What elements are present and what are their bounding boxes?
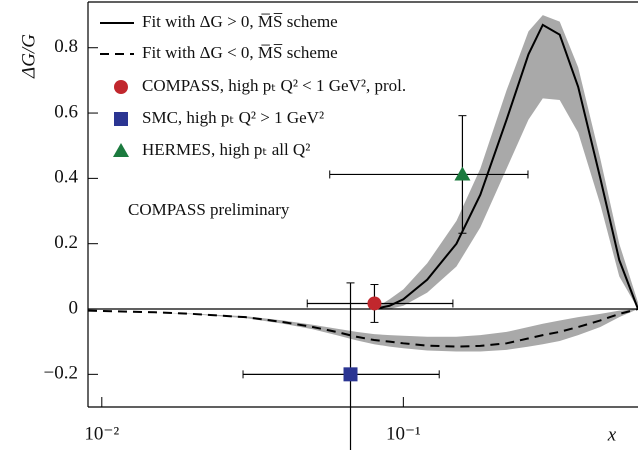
x-tick-label: 10⁻² [84,423,119,444]
y-axis-label: ΔG/G [18,34,39,79]
fit-line [373,23,638,310]
legend-label: SMC, high pₜ Q² > 1 GeV² [142,108,324,127]
legend-label: HERMES, high pₜ all Q² [142,140,310,159]
y-tick-label: 0.6 [54,101,78,122]
fit-line [87,308,638,348]
legend-label: Fit with ΔG < 0, M̅S̅ scheme [142,43,338,62]
legend-label: COMPASS, high pₜ Q² < 1 GeV², prol. [142,76,406,95]
annotation: COMPASS preliminary [128,200,290,219]
error-band [88,309,638,352]
y-tick-label: 0 [69,297,79,318]
marker [343,367,358,382]
marker [113,143,129,157]
legend-label: Fit with ΔG > 0, M̅S̅ scheme [142,12,338,31]
x-tick-label: 10⁻¹ [386,423,421,444]
marker [114,112,128,126]
marker [114,80,128,94]
error-band [374,15,638,310]
marker [367,296,382,311]
y-tick-label: 0.8 [54,36,78,57]
y-tick-label: 0.4 [54,167,78,188]
x-axis-label: x [607,424,617,445]
y-tick-label: −0.2 [44,363,78,384]
y-tick-label: 0.2 [54,232,78,253]
marker [454,166,471,181]
